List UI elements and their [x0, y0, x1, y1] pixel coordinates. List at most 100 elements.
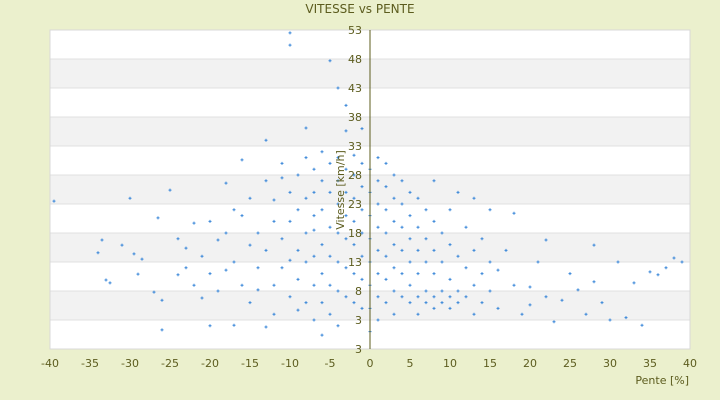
data-point: [288, 219, 292, 223]
data-point: [352, 173, 356, 177]
data-point: [176, 273, 180, 277]
data-point: [512, 211, 516, 215]
data-point: [208, 272, 212, 276]
data-point: [432, 306, 436, 310]
x-tick-label: -25: [161, 357, 179, 370]
data-point: [488, 260, 492, 264]
data-point: [424, 301, 428, 305]
x-axis-label: Pente [%]: [635, 374, 689, 387]
x-tick-label: -10: [281, 357, 299, 370]
data-point: [456, 289, 460, 293]
data-point: [376, 225, 380, 229]
data-point: [384, 208, 388, 212]
data-point: [256, 288, 260, 292]
data-point: [376, 179, 380, 183]
data-point: [416, 196, 420, 200]
data-point: [480, 272, 484, 276]
data-point: [232, 323, 236, 327]
data-point: [264, 138, 268, 142]
data-point: [592, 280, 596, 284]
data-point: [424, 260, 428, 264]
data-point: [520, 312, 524, 316]
data-point: [216, 289, 220, 293]
data-point: [216, 238, 220, 242]
data-point: [176, 237, 180, 241]
data-point: [304, 156, 308, 160]
data-point: [256, 266, 260, 270]
data-point: [496, 268, 500, 272]
data-point: [624, 316, 628, 320]
x-tick-label: 10: [443, 357, 457, 370]
data-point: [264, 325, 268, 329]
data-point: [336, 231, 340, 235]
data-point: [272, 198, 276, 202]
data-point: [248, 196, 252, 200]
data-point: [376, 248, 380, 252]
data-point: [304, 301, 308, 305]
data-point: [304, 196, 308, 200]
data-point: [160, 298, 164, 302]
data-point: [280, 161, 284, 165]
data-point: [240, 214, 244, 218]
data-point: [336, 156, 340, 160]
data-point: [52, 199, 56, 203]
data-point: [416, 295, 420, 299]
data-point: [328, 161, 332, 165]
data-point: [320, 272, 324, 276]
data-point: [140, 257, 144, 261]
data-point: [464, 225, 468, 229]
data-point: [344, 103, 348, 107]
data-point: [352, 153, 356, 157]
data-point: [408, 301, 412, 305]
data-point: [504, 248, 508, 252]
data-point: [328, 225, 332, 229]
data-point: [392, 289, 396, 293]
data-point: [448, 306, 452, 310]
data-point: [472, 196, 476, 200]
data-point: [456, 190, 460, 194]
data-point: [264, 248, 268, 252]
data-point: [156, 216, 160, 220]
data-point: [528, 303, 532, 307]
y-tick-label: 23: [348, 198, 362, 211]
data-point: [200, 296, 204, 300]
y-tick-label: 28: [348, 169, 362, 182]
data-point: [344, 266, 348, 270]
data-point: [248, 301, 252, 305]
data-point: [416, 225, 420, 229]
data-point: [232, 208, 236, 212]
data-point: [280, 237, 284, 241]
data-point: [104, 278, 108, 282]
data-point: [208, 219, 212, 223]
data-point: [328, 59, 332, 63]
data-point: [128, 196, 132, 200]
data-point: [456, 254, 460, 258]
data-point: [400, 202, 404, 206]
data-point: [424, 208, 428, 212]
data-point: [208, 324, 212, 328]
data-point: [680, 260, 684, 264]
data-point: [408, 237, 412, 241]
data-point: [344, 214, 348, 218]
data-point: [136, 272, 140, 276]
data-point: [288, 190, 292, 194]
y-tick-label: 48: [348, 53, 362, 66]
data-point: [336, 179, 340, 183]
data-point: [312, 167, 316, 171]
data-point: [440, 231, 444, 235]
data-point: [320, 208, 324, 212]
data-point: [392, 266, 396, 270]
data-point: [344, 190, 348, 194]
data-point: [224, 231, 228, 235]
data-point: [240, 283, 244, 287]
data-point: [384, 231, 388, 235]
data-point: [352, 219, 356, 223]
data-point: [344, 129, 348, 133]
data-point: [132, 252, 136, 256]
data-point: [416, 272, 420, 276]
data-point: [192, 221, 196, 225]
data-point: [312, 214, 316, 218]
data-point: [256, 231, 260, 235]
data-point: [376, 318, 380, 322]
data-point: [392, 219, 396, 223]
